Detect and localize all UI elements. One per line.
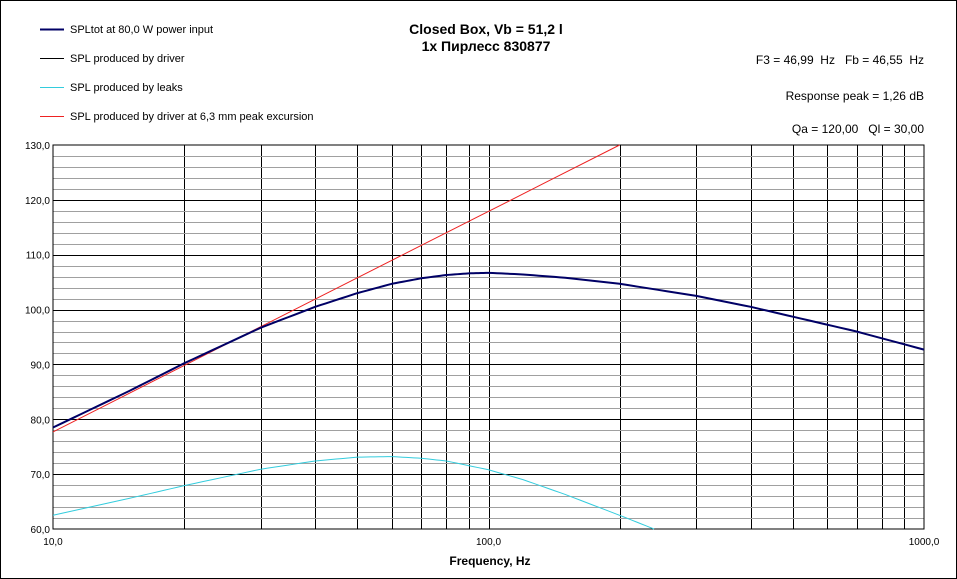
tick-labels: 60,0 70,0 80,0 90,0 100,0 110,0 120,0 130,0 10,0… <box>25 141 940 548</box>
x-axis-title: Frequency, Hz <box>449 554 530 568</box>
legend-label-1: SPLtot at 80,0 W power input <box>70 24 213 36</box>
series-line-4 <box>52 144 620 433</box>
y-tick-label: 130,0 <box>25 141 50 152</box>
legend-label-4: SPL produced by driver at 6,3 mm peak ex… <box>70 111 314 123</box>
series-layer <box>52 144 925 530</box>
legend: SPLtot at 80,0 W power input SPL produced… <box>40 24 314 123</box>
y-tick-label: 100,0 <box>25 306 50 317</box>
info-qa-ql: Qa = 120,00 Ql = 30,00 <box>792 122 924 136</box>
plot-area-border <box>52 144 925 530</box>
series-line-1 <box>52 271 925 429</box>
info-f3-fb: F3 = 46,99 Hz Fb = 46,55 Hz <box>756 53 924 67</box>
y-tick-label: 110,0 <box>26 251 51 262</box>
legend-label-2: SPL produced by driver <box>70 53 185 65</box>
y-tick-label: 80,0 <box>31 415 51 426</box>
x-tick-label: 100,0 <box>476 537 501 548</box>
x-tick-label: 1000,0 <box>909 537 940 548</box>
info-response-peak: Response peak = 1,26 dB <box>786 89 924 103</box>
y-tick-label: 60,0 <box>31 525 51 536</box>
y-tick-label: 90,0 <box>31 360 51 371</box>
legend-label-3: SPL produced by leaks <box>70 82 183 94</box>
series-line-3 <box>52 456 655 530</box>
chart-title: Closed Box, Vb = 51,2 l <box>409 21 563 37</box>
x-tick-label: 10,0 <box>43 537 63 548</box>
y-tick-label: 120,0 <box>25 196 50 207</box>
chart-subtitle: 1x Пирлесс 830877 <box>422 38 551 54</box>
grid <box>53 145 924 529</box>
y-tick-label: 70,0 <box>31 470 51 481</box>
